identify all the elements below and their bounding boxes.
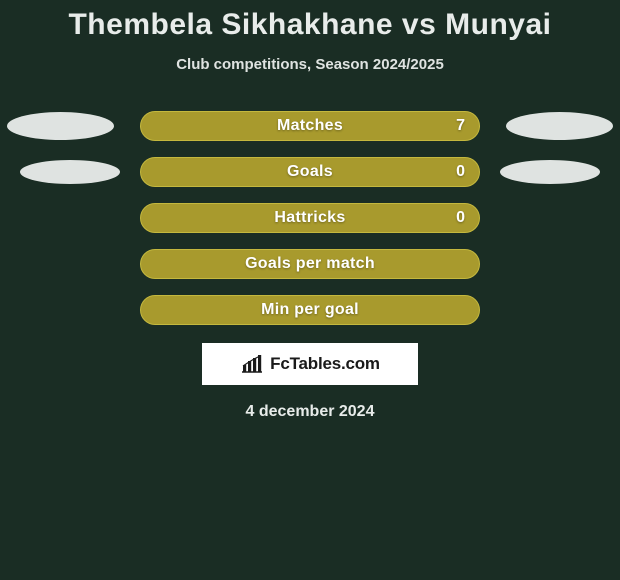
stat-rows: Matches 7 Goals 0 Hattricks 0 Goals per match M… [0,111,620,325]
stat-label: Goals per match [245,255,375,273]
stat-label: Min per goal [261,301,359,319]
stat-bar: Min per goal [140,295,480,325]
right-ellipse [506,112,613,140]
stat-row: Matches 7 [0,111,620,141]
stat-bar: Goals 0 [140,157,480,187]
stat-bar: Matches 7 [140,111,480,141]
left-ellipse [20,160,120,184]
brand-text: FcTables.com [270,354,380,374]
stat-label: Hattricks [274,209,345,227]
stat-value: 0 [456,209,465,227]
stat-row: Goals 0 [0,157,620,187]
right-ellipse [500,160,600,184]
stat-label: Matches [277,117,343,135]
stat-value: 0 [456,163,465,181]
brand-box[interactable]: FcTables.com [202,343,418,385]
stat-row: Hattricks 0 [0,203,620,233]
page-title: Thembela Sikhakhane vs Munyai [0,8,620,42]
stat-value: 7 [456,117,465,135]
left-ellipse [7,112,114,140]
stat-row: Min per goal [0,295,620,325]
subtitle: Club competitions, Season 2024/2025 [0,56,620,73]
stat-bar: Goals per match [140,249,480,279]
stats-card: Thembela Sikhakhane vs Munyai Club compe… [0,0,620,421]
stat-label: Goals [287,163,333,181]
stat-row: Goals per match [0,249,620,279]
stat-bar: Hattricks 0 [140,203,480,233]
bar-chart-icon [240,354,264,374]
date-text: 4 december 2024 [0,403,620,421]
